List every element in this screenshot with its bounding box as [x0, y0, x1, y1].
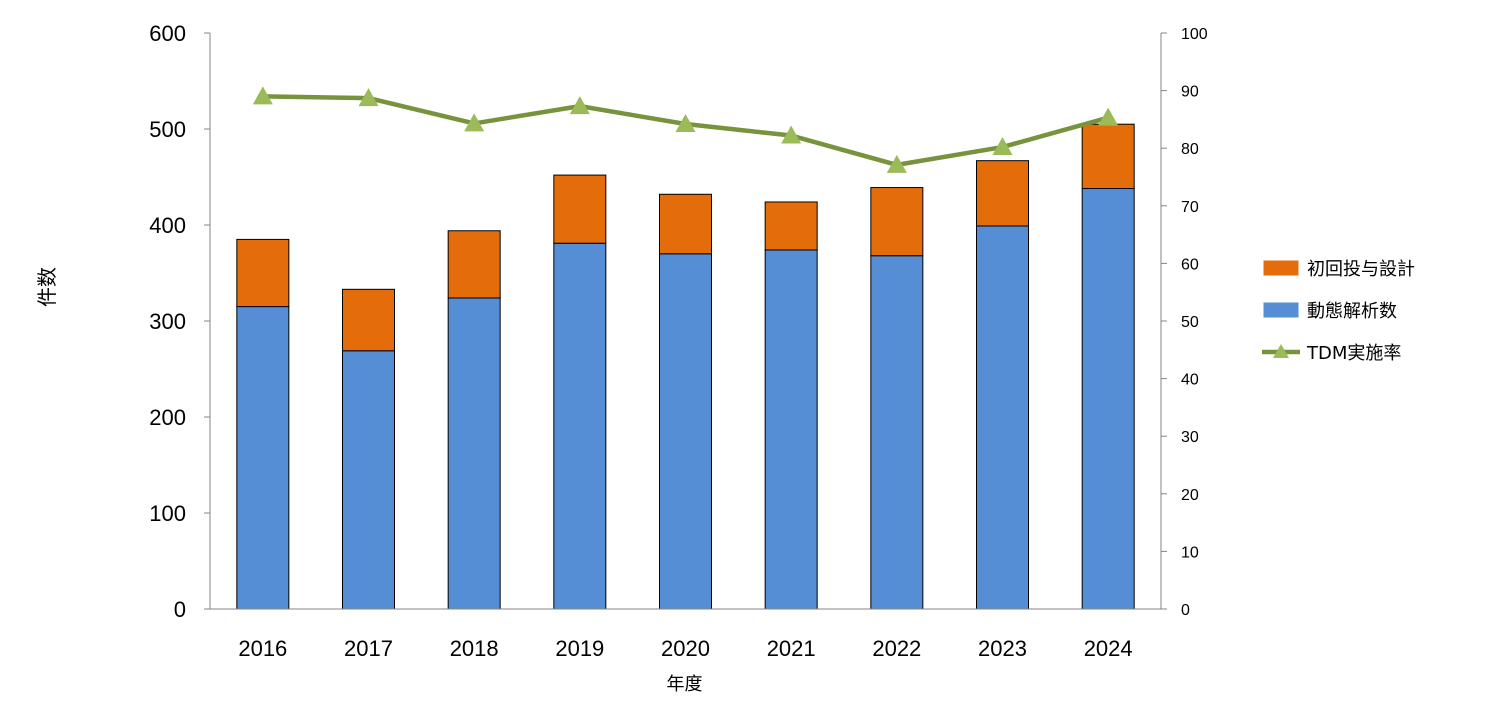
bar-analysis-2017 — [342, 350, 395, 610]
tdm-rate-point-2019 — [569, 96, 590, 115]
bar-analysis-2021 — [764, 249, 818, 610]
right-tick-label: 30 — [1181, 429, 1199, 446]
bar-initial-design-2023 — [976, 160, 1029, 227]
right-tick-label: 0 — [1181, 602, 1190, 619]
left-tick-label: 500 — [149, 117, 186, 142]
axes-layer — [204, 32, 1167, 610]
tdm-rate-point-2017 — [358, 88, 379, 107]
bar-analysis-2016 — [236, 306, 290, 610]
x-tick-label: 2020 — [661, 636, 710, 661]
tdm-rate-point-2016 — [252, 86, 273, 105]
legend-label: 初回投与設計 — [1307, 259, 1415, 280]
line-layer — [252, 86, 1119, 173]
left-tick-label: 400 — [149, 213, 186, 238]
bar-analysis-2024 — [1081, 188, 1135, 610]
left-tick-label: 200 — [149, 405, 186, 430]
x-tick-label: 2024 — [1084, 636, 1133, 661]
bar-initial-design-2017 — [342, 288, 395, 352]
bar-initial-design-2022 — [870, 187, 924, 257]
bar-analysis-2019 — [553, 242, 607, 610]
legend-swatch-tdm-marker — [1273, 344, 1289, 358]
tdm-rate-point-2023 — [992, 137, 1013, 156]
labels-layer: 0 100 200 300 400 500 600 0 10 20 30 40 50 60 70 80 90 10… — [35, 21, 1208, 695]
legend-swatch-analysis — [1263, 302, 1299, 318]
left-axis-title: 件数 — [35, 267, 59, 307]
x-axis-title: 年度 — [667, 674, 703, 695]
left-tick-label: 600 — [149, 21, 186, 46]
legend-label: 動態解析数 — [1307, 301, 1397, 322]
bar-analysis-2023 — [976, 225, 1029, 610]
right-tick-label: 70 — [1181, 199, 1199, 216]
x-tick-label: 2022 — [872, 636, 921, 661]
x-tick-label: 2017 — [344, 636, 393, 661]
bar-initial-design-2020 — [659, 193, 712, 255]
bar-initial-design-2019 — [553, 174, 607, 244]
left-tick-label: 300 — [149, 309, 186, 334]
right-tick-label: 20 — [1181, 487, 1199, 504]
bar-initial-design-2021 — [764, 201, 818, 251]
right-tick-label: 60 — [1181, 256, 1199, 273]
left-tick-label: 100 — [149, 501, 186, 526]
right-tick-label: 10 — [1181, 544, 1199, 561]
bar-initial-design-2016 — [236, 238, 290, 308]
x-tick-label: 2023 — [978, 636, 1027, 661]
right-tick-label: 100 — [1181, 26, 1208, 43]
tdm-rate-point-2024 — [1098, 107, 1119, 126]
bar-initial-design-2024 — [1081, 123, 1135, 190]
right-tick-label: 90 — [1181, 84, 1199, 101]
right-tick-label: 50 — [1181, 314, 1199, 331]
x-tick-label: 2019 — [555, 636, 604, 661]
tdm-rate-point-2022 — [886, 154, 907, 173]
tdm-rate-point-2021 — [781, 125, 802, 144]
left-tick-label: 0 — [174, 597, 186, 622]
x-tick-label: 2021 — [767, 636, 816, 661]
legend-label: TDM実施率 — [1306, 343, 1401, 364]
bar-initial-design-2018 — [447, 230, 501, 299]
legend-swatch-initial-design — [1263, 260, 1299, 276]
bar-analysis-2020 — [659, 253, 712, 610]
bar-analysis-2018 — [447, 297, 501, 610]
x-tick-label: 2016 — [238, 636, 287, 661]
right-tick-label: 80 — [1181, 141, 1199, 158]
bar-analysis-2022 — [870, 255, 924, 610]
tdm-rate-point-2020 — [675, 114, 696, 133]
x-tick-label: 2018 — [450, 636, 499, 661]
right-tick-label: 40 — [1181, 372, 1199, 389]
bars-layer — [236, 123, 1135, 610]
tdm-rate-point-2018 — [464, 113, 485, 132]
